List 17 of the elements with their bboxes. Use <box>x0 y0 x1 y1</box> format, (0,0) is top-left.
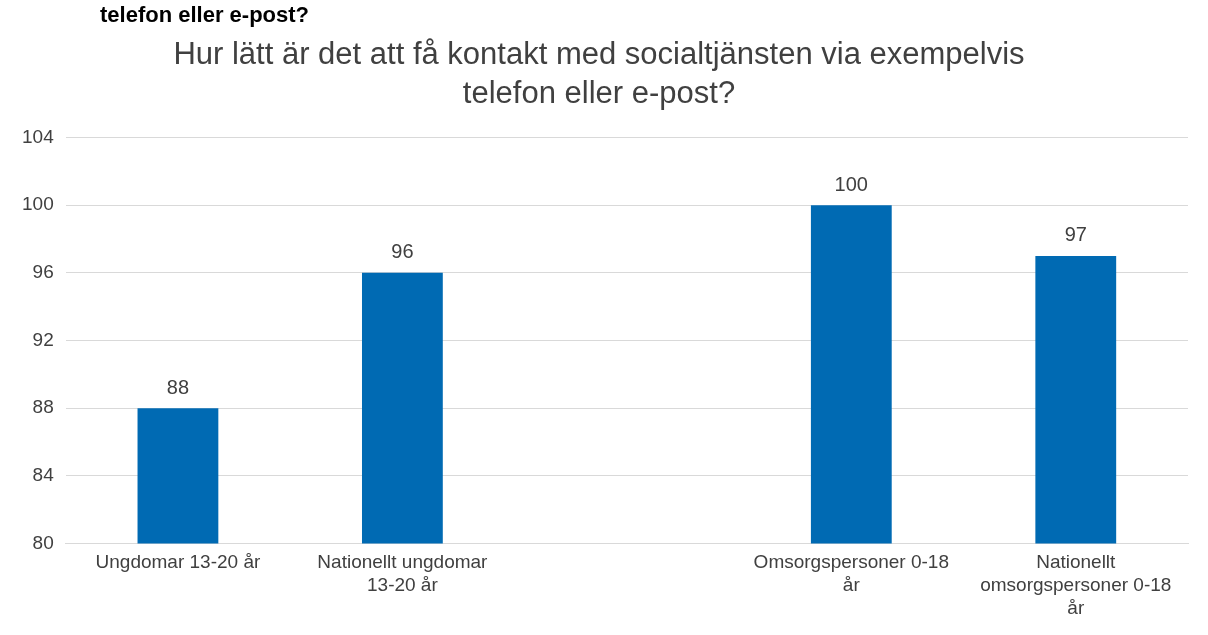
y-tick-label: 104 <box>22 125 55 147</box>
y-tick-label: 84 <box>32 464 55 486</box>
text: telefon eller e-post? <box>100 2 311 28</box>
x-tick-label: Omsorgspersoner 0-18 år <box>753 551 949 596</box>
y-tick-label: 92 <box>32 328 54 350</box>
data-label: 97 <box>1064 223 1087 246</box>
y-tick-label: 96 <box>32 261 54 283</box>
y-tick-label: 100 <box>22 193 54 215</box>
x-tick-label: Ungdomar 13-20 år <box>95 551 261 573</box>
y-tick-label: 88 <box>32 396 54 418</box>
chart-title: Hur lätt är det att få kontakt med socialtjänsten via exempelvis telefon eller e-post? <box>173 35 1025 110</box>
x-tick-label: Nationellt ungdomar 13-20 år <box>317 551 489 596</box>
data-label: 100 <box>834 172 868 195</box>
data-label: 96 <box>391 240 414 263</box>
data-label: 88 <box>166 375 190 398</box>
y-tick-label: 80 <box>32 531 54 553</box>
x-tick-label: Nationellt omsorgspersoner 0-18 år <box>980 551 1172 618</box>
